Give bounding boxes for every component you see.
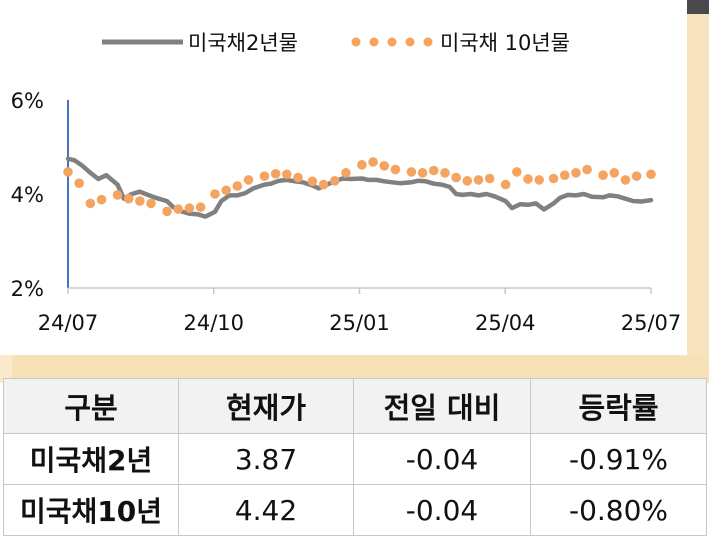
series-dot-1 bbox=[417, 168, 428, 178]
header-current-price: 현재가 bbox=[178, 378, 354, 434]
series-dot-1 bbox=[451, 172, 461, 183]
series-dot-1 bbox=[74, 178, 84, 188]
series-dot-1 bbox=[512, 167, 522, 177]
series-dot-1 bbox=[548, 173, 559, 184]
series-dot-1 bbox=[123, 193, 134, 204]
legend-dot bbox=[405, 37, 415, 47]
series-dot-1 bbox=[473, 175, 484, 185]
series-dot-1 bbox=[406, 167, 417, 177]
table-row: 미국채2년 3.87 -0.04 -0.91% bbox=[3, 433, 707, 485]
series-dot-1 bbox=[462, 176, 473, 186]
series-dot-1 bbox=[307, 176, 318, 187]
header-daily-change: 전일 대비 bbox=[353, 378, 531, 434]
legend-label-2y: 미국채2년물 bbox=[188, 31, 298, 55]
yield-chart: 미국채2년물 미국채 10년물 2% 4% 6% 24/07 24/10 25/01 25… bbox=[11, 31, 682, 335]
y-tick-label: 4% bbox=[11, 183, 44, 207]
series-dot-1 bbox=[232, 181, 243, 191]
series-dot-1 bbox=[620, 175, 631, 185]
chart-canvas: 미국채2년물 미국채 10년물 2% 4% 6% 24/07 24/10 25/01 25… bbox=[11, 31, 682, 335]
header-change-rate: 등락률 bbox=[530, 378, 707, 434]
frame-bottom-border bbox=[12, 355, 709, 379]
series-dot-1 bbox=[390, 164, 401, 175]
cell-price: 3.87 bbox=[178, 433, 354, 485]
series-dot-1 bbox=[318, 179, 329, 190]
legend-dot bbox=[369, 37, 379, 47]
x-tick-label: 25/04 bbox=[475, 311, 536, 335]
x-tick-label: 25/01 bbox=[329, 311, 390, 335]
cell-change: -0.04 bbox=[353, 433, 531, 485]
series-dot-1 bbox=[63, 167, 73, 177]
series-dot-1 bbox=[523, 174, 533, 184]
cell-rate: -0.80% bbox=[530, 484, 707, 536]
series-dot-1 bbox=[270, 168, 281, 179]
series-dot-1 bbox=[609, 168, 620, 178]
cell-change: -0.04 bbox=[353, 484, 531, 536]
series-dot-1 bbox=[428, 165, 439, 176]
table-header-row: 구분 현재가 전일 대비 등락률 bbox=[3, 378, 707, 434]
series-dot-1 bbox=[534, 175, 544, 185]
series-dot-1 bbox=[173, 204, 184, 214]
x-axis-ticks: 24/07 24/10 25/01 25/04 25/07 bbox=[38, 288, 682, 335]
chart-legend: 미국채2년물 미국채 10년물 bbox=[102, 31, 570, 55]
yield-summary-table: 구분 현재가 전일 대비 등락률 미국채2년 3.87 -0.04 -0.91%… bbox=[3, 378, 707, 536]
series-dot-1 bbox=[293, 172, 303, 183]
series-dot-1 bbox=[146, 198, 156, 209]
series-dot-1 bbox=[341, 168, 351, 178]
series-dot-1 bbox=[162, 206, 172, 217]
y-tick-label: 6% bbox=[11, 89, 44, 113]
legend-dot bbox=[351, 37, 361, 47]
series-dot-1 bbox=[500, 179, 511, 190]
x-tick-label: 24/10 bbox=[183, 311, 244, 335]
x-tick-label: 25/07 bbox=[621, 311, 682, 335]
series-dot-1 bbox=[243, 175, 254, 185]
legend-dot bbox=[387, 37, 397, 47]
legend-dot bbox=[423, 37, 433, 47]
series-dot-1 bbox=[484, 173, 495, 184]
series-dot-1 bbox=[368, 157, 378, 167]
series-dot-1 bbox=[646, 169, 656, 180]
series-dot-1 bbox=[221, 185, 231, 196]
series-layer bbox=[63, 156, 656, 219]
series-dot-1 bbox=[440, 168, 450, 178]
legend-swatch-10y bbox=[351, 37, 433, 47]
frame-dark-tab bbox=[687, 0, 709, 14]
y-axis-ticks: 2% 4% 6% bbox=[11, 89, 44, 301]
series-dot-1 bbox=[282, 169, 292, 180]
cell-rate: -0.91% bbox=[530, 433, 707, 485]
series-dot-1 bbox=[379, 161, 390, 171]
x-tick-label: 24/07 bbox=[38, 311, 99, 335]
series-dot-1 bbox=[96, 194, 107, 205]
row-label: 미국채10년 bbox=[3, 484, 179, 536]
series-dot-1 bbox=[559, 170, 570, 180]
frame-left-border bbox=[0, 355, 12, 383]
series-dot-1 bbox=[329, 176, 340, 186]
cell-price: 4.42 bbox=[178, 484, 354, 536]
series-dot-1 bbox=[85, 198, 96, 209]
table-row: 미국채10년 4.42 -0.04 -0.80% bbox=[3, 484, 707, 536]
series-dot-1 bbox=[598, 170, 608, 180]
series-dot-1 bbox=[571, 168, 581, 178]
row-label: 미국채2년 bbox=[3, 433, 179, 485]
series-dot-1 bbox=[195, 202, 206, 212]
series-dot-1 bbox=[357, 160, 367, 170]
frame-right-border bbox=[687, 0, 709, 383]
series-dot-1 bbox=[112, 190, 123, 200]
series-dot-1 bbox=[210, 189, 220, 199]
series-dot-1 bbox=[184, 203, 195, 213]
series-line-0 bbox=[65, 156, 654, 219]
y-tick-label: 2% bbox=[11, 277, 44, 301]
header-category: 구분 bbox=[3, 378, 179, 434]
series-dot-1 bbox=[135, 196, 145, 206]
series-dot-1 bbox=[259, 171, 270, 181]
legend-label-10y: 미국채 10년물 bbox=[440, 31, 570, 55]
series-dot-1 bbox=[631, 171, 642, 181]
series-dot-1 bbox=[582, 164, 592, 175]
